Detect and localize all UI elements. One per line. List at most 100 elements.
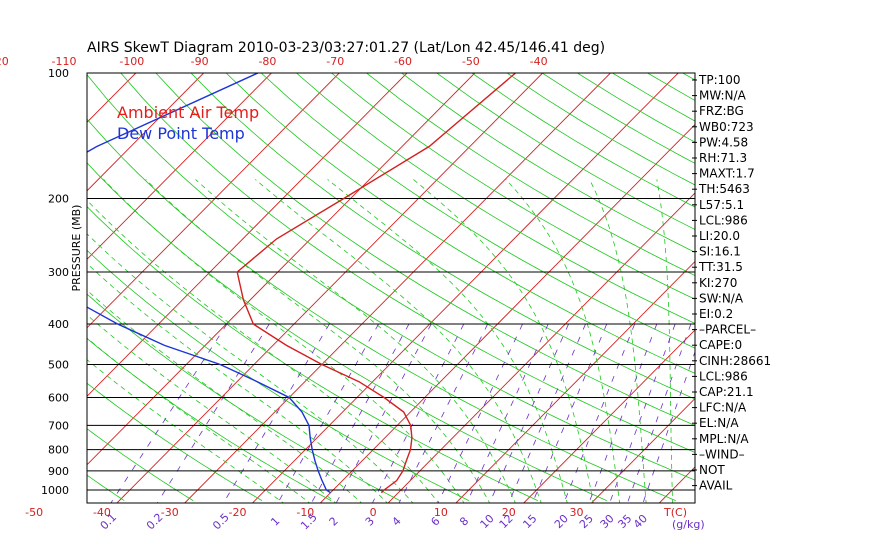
moist-adiabat-line — [656, 179, 673, 503]
dry-adiabat-line — [823, 73, 870, 501]
dry-adiabat-line — [788, 73, 870, 501]
isotherm-line — [87, 73, 408, 397]
isotherm-line — [87, 73, 272, 260]
legend-ambient-air-temp: Ambient Air Temp — [117, 103, 259, 122]
stat-item: –PARCEL– — [699, 323, 756, 337]
dry-adiabat-line — [155, 73, 695, 426]
stat-item: LCL:986 — [699, 369, 748, 383]
stat-item: CAPE:0 — [699, 338, 742, 352]
legend-dew-point-temp: Dew Point Temp — [117, 124, 245, 143]
mixing-ratio-line — [335, 323, 432, 503]
moist-adiabat-line — [505, 179, 621, 503]
mixing-ratio-line — [508, 323, 586, 503]
top-temperature-tick-label: -60 — [394, 55, 412, 68]
pressure-tick-label: 600 — [48, 391, 69, 404]
stat-item: MPL:N/A — [699, 432, 749, 446]
stat-item: MAXT:1.7 — [699, 167, 755, 181]
dry-adiabat-line — [471, 73, 695, 208]
mixing-ratio-line — [372, 323, 465, 503]
dry-adiabat-line — [436, 73, 695, 230]
mixing-ratio-tick-label: 2 — [327, 514, 341, 528]
bottom-temperature-tick-label: 30 — [570, 506, 584, 519]
isotherm-line — [659, 466, 695, 503]
moist-adiabat-line — [87, 233, 414, 503]
dry-adiabat-line — [647, 73, 695, 101]
stat-item: TH:5463 — [698, 182, 750, 196]
pressure-tick-label: 1000 — [41, 484, 69, 497]
top-temperature-tick-label: -50 — [462, 55, 480, 68]
ambient-air-temp-line — [236, 73, 516, 494]
top-temperature-tick-label: -70 — [326, 55, 344, 68]
bottom-temperature-tick-label: 10 — [434, 506, 448, 519]
bottom-temperature-tick-labels: -50 -40 -30 -20 -10 0 10 20 30 — [25, 506, 583, 519]
moist-adiabat-line — [327, 179, 568, 503]
dry-adiabat-line — [858, 73, 870, 501]
stat-item: TT:31.5 — [698, 260, 743, 274]
top-temperature-tick-labels: -120 -110 -100 -90 -80 -70 -60 -50 -40 — [0, 55, 548, 68]
top-temperature-tick-label: -90 — [191, 55, 209, 68]
mixing-ratio-line — [642, 350, 695, 503]
mixing-ratio-tick-label: 1 — [268, 514, 282, 528]
stat-item: SI:16.1 — [699, 245, 741, 259]
mixing-ratio-line — [110, 323, 228, 503]
moist-adiabat-line — [87, 359, 285, 503]
top-temperature-tick-label: -100 — [119, 55, 144, 68]
top-temperature-tick-label: -80 — [258, 55, 276, 68]
dry-adiabat-line — [225, 73, 695, 374]
isotherm-line — [184, 73, 611, 503]
mixing-ratio-line — [466, 323, 549, 503]
mixing-ratio-line — [563, 323, 636, 503]
pressure-tick-label: 500 — [48, 358, 69, 371]
isotherm-line — [523, 329, 695, 503]
mixing-ratio-line — [489, 323, 569, 503]
dry-adiabat-line — [120, 73, 695, 453]
pressure-tick-labels: 100 200 300 400 500 600 700 800 900 1000 — [41, 67, 69, 497]
stat-item: NOT — [699, 463, 725, 477]
top-temperature-tick-label: -40 — [530, 55, 548, 68]
isotherm-line — [87, 73, 340, 329]
pressure-tick-label: 200 — [48, 193, 69, 206]
mixing-ratio-tick-label: 15 — [520, 512, 539, 531]
moist-adiabat-line — [589, 179, 647, 503]
dew-point-temp-line — [87, 73, 331, 494]
plot-frame — [86, 72, 696, 504]
dry-adiabat-line — [87, 162, 607, 501]
stat-item: WB0:723 — [699, 120, 754, 134]
moist-adiabat-line — [87, 337, 311, 503]
pressure-tick-label: 900 — [48, 465, 69, 478]
stat-item: SW:N/A — [699, 291, 744, 305]
isotherm-line — [320, 123, 695, 503]
stat-item: CAP:21.1 — [699, 385, 754, 399]
mixing-ratio-unit-label: (g/kg) — [672, 518, 705, 531]
isotherm-line — [252, 73, 679, 503]
mixing-ratio-line — [627, 323, 692, 503]
isotherm-line — [0, 73, 68, 503]
moist-adiabat-line — [87, 199, 440, 503]
mixing-ratio-line — [588, 323, 658, 503]
dry-adiabat-line — [190, 73, 695, 400]
isotherm-line — [727, 73, 870, 503]
top-temperature-tick-label: -110 — [52, 55, 77, 68]
isotherm-line — [455, 260, 695, 503]
pressure-tick-label: 800 — [48, 444, 69, 457]
moist-adiabat-line — [195, 179, 516, 503]
x-axis-label: T(C) — [663, 506, 687, 519]
dry-adiabat-line — [260, 73, 695, 349]
stat-item: LCL:986 — [699, 213, 748, 227]
mixing-ratio-tick-label: 20 — [552, 512, 571, 531]
stat-item: L57:5.1 — [699, 198, 744, 212]
stat-item: EI:0.2 — [699, 307, 733, 321]
mixing-ratio-tick-label: 40 — [631, 512, 650, 531]
mixing-ratio-line — [437, 323, 523, 503]
moist-adiabat-line — [413, 179, 594, 503]
bottom-temperature-tick-label: 20 — [502, 506, 516, 519]
dry-adiabat-line — [506, 73, 695, 186]
mixing-ratio-line — [532, 323, 608, 503]
mixing-ratio-line — [311, 323, 410, 503]
pressure-tick-label: 400 — [48, 318, 69, 331]
stat-item: KI:270 — [699, 276, 737, 290]
moist-adiabat-line — [145, 179, 491, 503]
dry-adiabat-line — [0, 73, 55, 501]
stat-item: LI:20.0 — [699, 229, 740, 243]
moist-adiabat-line — [103, 179, 465, 503]
